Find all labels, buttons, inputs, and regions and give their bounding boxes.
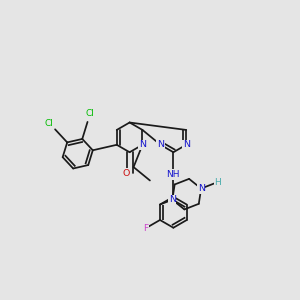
Text: Cl: Cl: [85, 110, 94, 118]
Text: F: F: [143, 224, 148, 233]
Text: N: N: [183, 140, 190, 149]
Text: H: H: [214, 178, 221, 187]
Text: O: O: [123, 169, 130, 178]
Text: N: N: [198, 184, 205, 193]
Text: N: N: [139, 140, 146, 149]
Text: NH: NH: [167, 170, 180, 179]
Text: N: N: [157, 140, 164, 149]
Text: N: N: [169, 195, 176, 204]
Text: Cl: Cl: [45, 119, 54, 128]
